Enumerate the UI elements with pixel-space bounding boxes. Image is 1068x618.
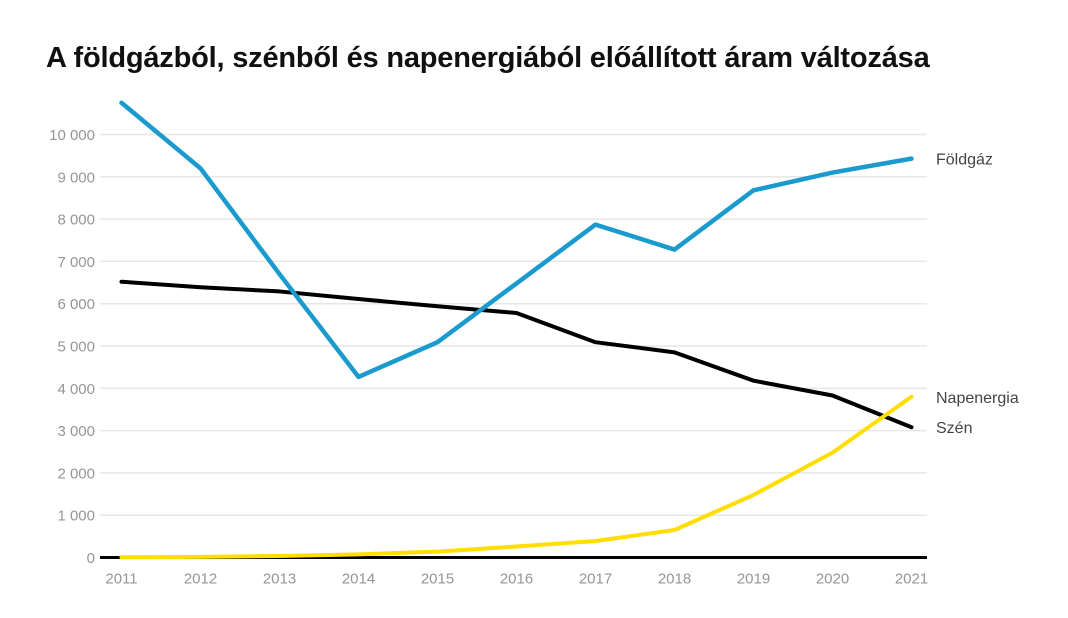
y-tick-label: 4 000	[57, 381, 95, 398]
y-tick-label: 5 000	[57, 339, 95, 356]
x-tick-label: 2011	[105, 571, 137, 588]
y-tick-label: 3 000	[57, 423, 95, 440]
y-tick-label: 0	[87, 550, 95, 567]
series-end-label-napenergia: Napenergia	[936, 390, 1019, 407]
series-end-label-foldgaz: Földgáz	[936, 152, 993, 169]
x-tick-label: 2018	[658, 571, 691, 588]
series-line-foldgaz	[119, 100, 914, 380]
x-tick-label: 2012	[184, 571, 217, 588]
x-tick-label: 2021	[895, 571, 928, 588]
y-tick-label: 1 000	[57, 508, 95, 525]
x-tick-label: 2019	[737, 571, 770, 588]
y-tick-label: 2 000	[57, 465, 95, 482]
x-tick-label: 2013	[263, 571, 296, 588]
x-tick-label: 2015	[421, 571, 454, 588]
series-line-napenergia	[119, 394, 914, 560]
y-tick-label: 9 000	[57, 169, 95, 186]
x-tick-label: 2017	[579, 571, 612, 588]
chart-title: A földgázból, szénből és napenergiából e…	[46, 42, 930, 74]
y-tick-label: 7 000	[57, 254, 95, 271]
x-tick-label: 2014	[342, 571, 375, 588]
y-tick-label: 6 000	[57, 296, 95, 313]
y-tick-label: 8 000	[57, 212, 95, 229]
y-tick-label: 10 000	[49, 127, 95, 144]
x-tick-label: 2020	[816, 571, 849, 588]
series-line-szen	[119, 279, 914, 430]
x-tick-label: 2016	[500, 571, 533, 588]
series-end-label-szen: Szén	[936, 420, 972, 437]
